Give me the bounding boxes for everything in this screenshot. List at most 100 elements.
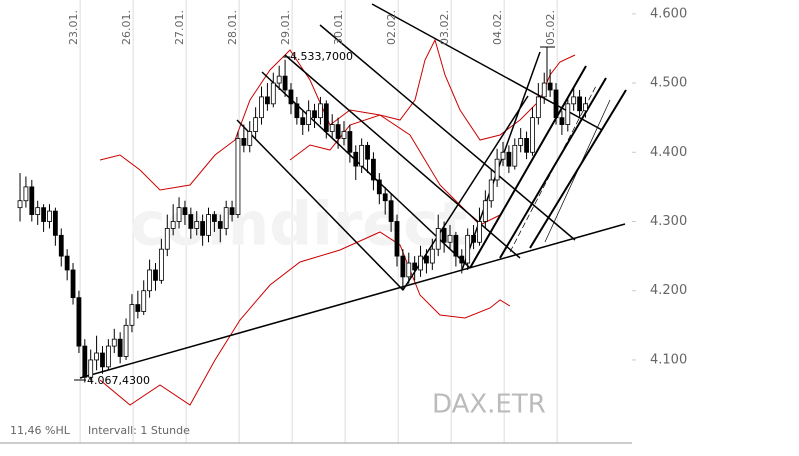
candle-body (571, 96, 577, 105)
candle-body (23, 186, 29, 202)
candle-body (429, 248, 435, 264)
candle-body (247, 131, 253, 146)
candle-body (441, 228, 447, 243)
trend-lines (79, 3, 627, 379)
candle-body (70, 269, 76, 299)
candle-body (583, 103, 588, 112)
annotation-high: 4.533,7000 (290, 50, 353, 63)
candle-body (29, 186, 35, 215)
y-tick-label: 4.100 (650, 352, 687, 367)
candle-body (235, 138, 241, 215)
candle-body (182, 207, 188, 215)
lower-band (99, 231, 511, 406)
candles (17, 59, 588, 383)
candle-body (482, 200, 488, 222)
candle-body (117, 338, 123, 357)
candle-body (353, 151, 359, 167)
candle-body (530, 117, 535, 153)
candle-body (17, 200, 23, 209)
watermark: comdirect (130, 190, 467, 260)
candle-body (512, 144, 518, 167)
candle-body (382, 193, 388, 202)
channel-line (236, 119, 404, 291)
x-tick-label: 04.02. (491, 10, 504, 45)
candle-body (135, 304, 141, 312)
candle-body (323, 103, 329, 132)
candle-body (553, 89, 559, 119)
candle-body (276, 75, 282, 84)
candle-body (164, 228, 170, 250)
candle-body (259, 96, 264, 119)
candle-body (335, 124, 341, 139)
candle-body (435, 228, 441, 250)
candle-body (347, 131, 353, 153)
candle-body (88, 359, 94, 378)
candle-body (52, 210, 58, 236)
x-tick-label: 05.02. (544, 10, 557, 45)
candle-body (371, 158, 376, 181)
y-tick-label: 4.500 (650, 76, 687, 91)
candle-body (253, 117, 259, 132)
y-tick-label: 4.400 (650, 145, 687, 160)
candle-body (270, 82, 276, 105)
grid (79, 0, 558, 443)
candle-body (229, 207, 235, 215)
footer-interval: Intervall: 1 Stunde (88, 424, 190, 437)
candle-body (100, 352, 105, 368)
candle-body (488, 179, 494, 202)
annotation-low: 4.067,4300 (87, 374, 150, 387)
candle-body (200, 221, 206, 236)
channel-line (371, 3, 603, 131)
candle-body (359, 144, 365, 167)
candle-body (388, 200, 394, 222)
candle-body (194, 221, 200, 229)
candle-body (424, 255, 429, 264)
candle-body (541, 82, 547, 98)
x-tick-label: 27.01. (173, 10, 186, 45)
fan-line (509, 85, 597, 253)
candle-body (500, 151, 506, 160)
y-tick-label: 4.200 (650, 283, 687, 298)
candle-body (217, 221, 223, 229)
x-tick-label: 29.01. (279, 10, 292, 45)
x-tick-label: 28.01. (226, 10, 239, 45)
candle-body (123, 324, 129, 357)
candle-body (477, 221, 482, 243)
candle-body (547, 82, 553, 91)
candle-body (170, 221, 176, 229)
symbol: DAX.ETR (432, 390, 546, 420)
support-line (79, 223, 626, 379)
candle-body (129, 304, 135, 326)
candle-body (365, 144, 370, 160)
candle-body (447, 234, 453, 243)
candle-body (206, 214, 211, 236)
candle-body (318, 103, 323, 119)
candle-body (406, 262, 412, 278)
candle-body (418, 255, 423, 271)
candle-body (223, 207, 229, 229)
candle-body (94, 352, 99, 361)
candle-body (329, 124, 335, 132)
candle-body (506, 151, 512, 167)
candle-body (64, 255, 70, 271)
candle-body (494, 158, 500, 181)
candle-body (211, 214, 217, 222)
candle-body (312, 110, 317, 119)
candle-body (341, 131, 347, 139)
candle-body (412, 262, 418, 271)
candle-body (559, 117, 565, 125)
fan-line (402, 95, 529, 291)
candle-body (394, 221, 400, 257)
candle-body (111, 338, 117, 347)
candle-body (105, 345, 111, 368)
candle-body (158, 248, 164, 281)
candle-body (518, 138, 524, 146)
candle-body (524, 138, 529, 153)
x-tick-label: 02.02. (385, 10, 398, 45)
fan-line (529, 89, 627, 249)
candle-body (306, 110, 312, 125)
x-tick-label: 30.01. (332, 10, 345, 45)
candle-body (282, 75, 288, 91)
candle-body (376, 179, 382, 195)
candle-body (241, 138, 247, 146)
